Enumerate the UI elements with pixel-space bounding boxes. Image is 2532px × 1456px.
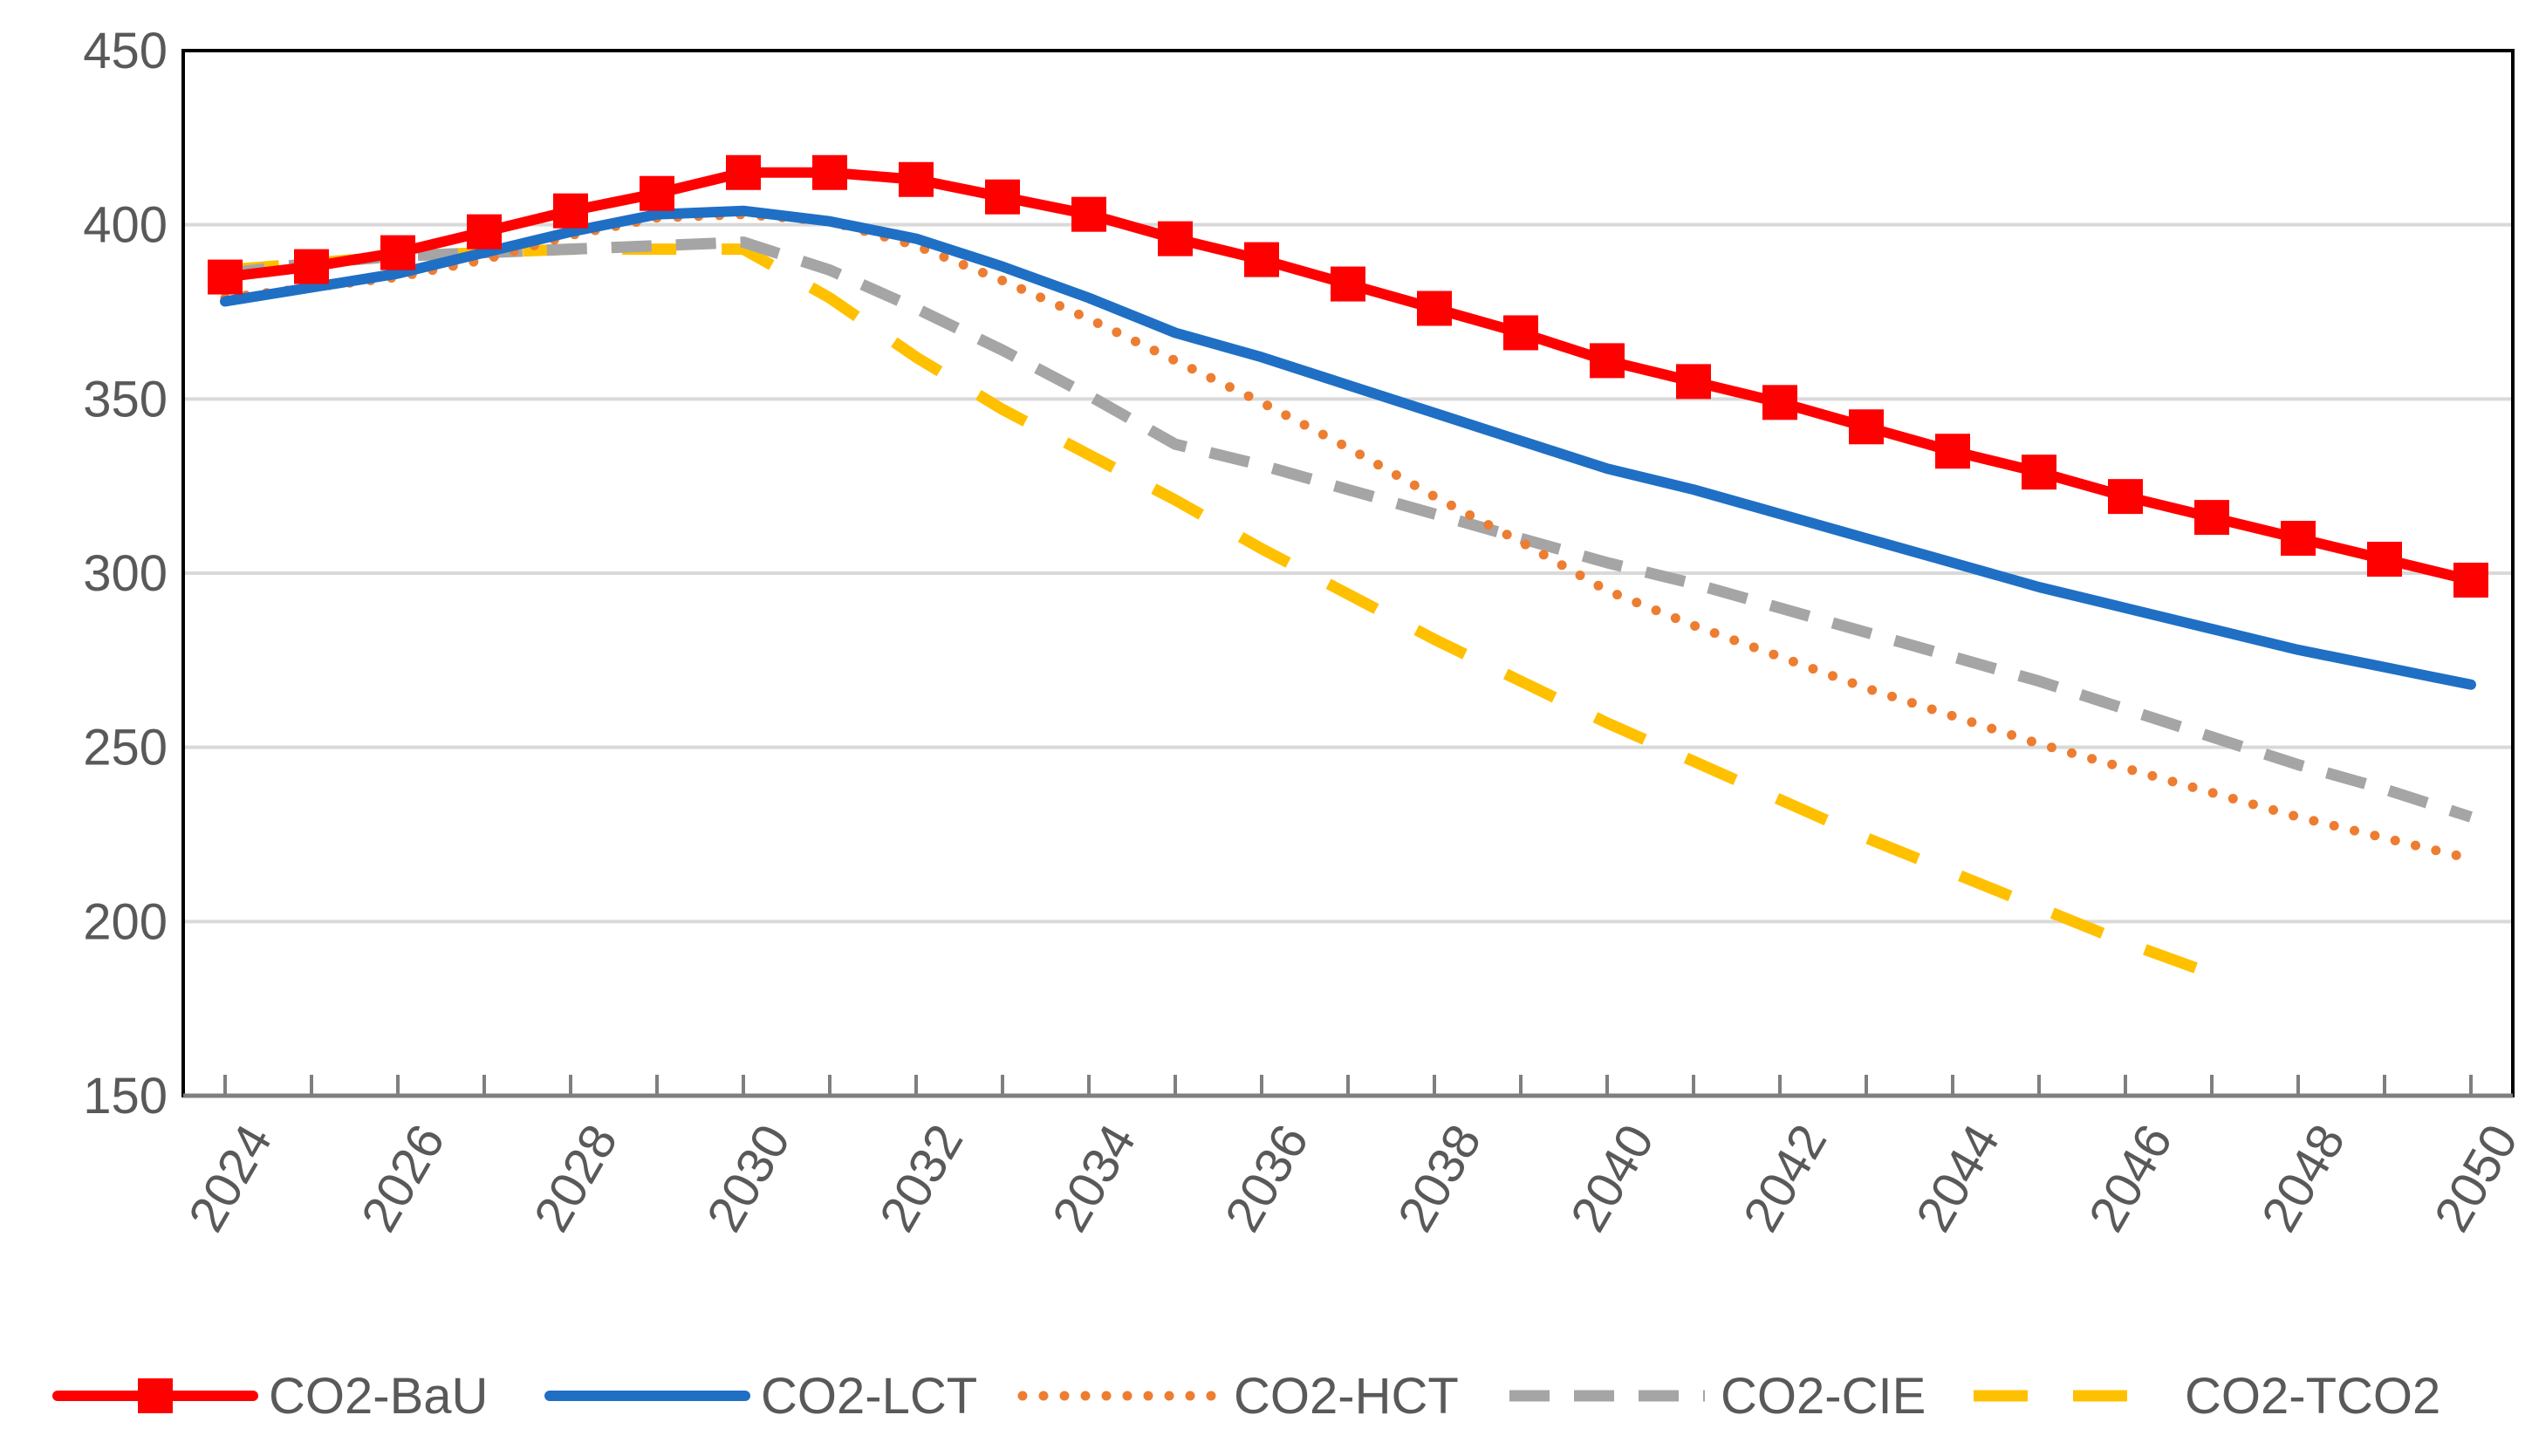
data-point-co2-bau	[1158, 221, 1193, 256]
x-tick-label: 2046	[2078, 1115, 2184, 1241]
legend-label: CO2-BaU	[269, 1368, 488, 1425]
x-tick-label: 2048	[2251, 1115, 2357, 1241]
data-point-co2-bau	[1331, 266, 1365, 302]
data-point-co2-bau	[1503, 315, 1538, 351]
x-tick-label: 2040	[1560, 1115, 1666, 1241]
legend-item-co2-tco2: CO2-TCO2	[1974, 1368, 2440, 1425]
y-tick-label: 300	[83, 545, 168, 602]
data-point-co2-bau	[2194, 500, 2229, 536]
legend-item-co2-bau: CO2-BaU	[52, 1368, 488, 1425]
x-tick-label: 2042	[1733, 1115, 1838, 1241]
legend-item-co2-lct: CO2-LCT	[544, 1368, 977, 1425]
legend-item-co2-cie: CO2-CIE	[1509, 1368, 1926, 1425]
x-tick-label: 2034	[1042, 1115, 1147, 1241]
x-tick-label: 2028	[524, 1115, 629, 1241]
series-line-co2-lct	[220, 205, 2476, 690]
data-point-co2-bau	[294, 249, 329, 284]
data-point-co2-bau	[2108, 479, 2143, 515]
data-point-co2-bau	[2022, 455, 2056, 490]
x-tick-labels: 2024 2026 2028 2030 2032 2034 2036 2038 2040 2042…	[178, 1115, 2529, 1241]
legend-label: CO2-CIE	[1721, 1368, 1926, 1425]
data-point-co2-bau	[2453, 562, 2488, 598]
legend-label: CO2-TCO2	[2185, 1368, 2440, 1425]
legend-item-co2-hct: CO2-HCT	[1017, 1368, 1459, 1425]
data-point-co2-bau	[1849, 409, 1884, 445]
x-tick-label: 2030	[696, 1115, 802, 1241]
data-point-co2-bau	[899, 161, 934, 197]
data-point-co2-bau	[2367, 542, 2402, 578]
x-tick-label: 2050	[2424, 1115, 2529, 1241]
data-point-co2-bau	[467, 214, 502, 250]
x-tick-label: 2038	[1387, 1115, 1493, 1241]
data-point-co2-bau	[1244, 242, 1279, 277]
data-point-co2-bau	[1590, 343, 1625, 379]
series-line-co2-tco2	[224, 243, 2214, 980]
y-tick-label: 200	[83, 893, 168, 950]
data-point-co2-bau	[553, 193, 588, 229]
x-tick-label: 2032	[869, 1115, 975, 1241]
axes	[181, 49, 2515, 1098]
data-point-co2-bau	[1762, 385, 1797, 420]
legend-label: CO2-LCT	[761, 1368, 977, 1425]
legend: CO2-BaU CO2-LCT CO2-HCT CO2-CIE CO2-TCO2	[52, 1368, 2440, 1425]
series-lines	[208, 154, 2488, 980]
y-tick-labels: 150 200 250 300 350 400 450	[83, 23, 168, 1124]
series-markers-co2-bau	[208, 154, 2488, 598]
series-line-co2-hct	[220, 209, 2476, 864]
series-line-co2-cie	[224, 236, 2473, 823]
x-tick-label: 2044	[1906, 1115, 2011, 1241]
y-tick-label: 450	[83, 23, 168, 79]
data-point-co2-bau	[1676, 364, 1711, 400]
x-tick-label: 2036	[1215, 1115, 1320, 1241]
y-tick-label: 150	[83, 1068, 168, 1124]
y-tick-label: 350	[83, 371, 168, 427]
data-point-co2-bau	[726, 154, 761, 190]
data-point-co2-bau	[2281, 521, 2316, 557]
y-tick-label: 250	[83, 720, 168, 776]
x-tick-label: 2024	[178, 1115, 284, 1241]
data-point-co2-bau	[1417, 291, 1452, 326]
data-point-co2-bau	[208, 259, 243, 295]
data-point-co2-bau	[985, 179, 1020, 215]
data-point-co2-bau	[640, 175, 674, 211]
y-tick-label: 400	[83, 197, 168, 254]
data-point-co2-bau	[1935, 434, 1970, 469]
data-point-co2-bau	[812, 154, 847, 190]
legend-label: CO2-HCT	[1234, 1368, 1459, 1425]
data-point-co2-bau	[1071, 196, 1106, 232]
gridlines	[183, 222, 2513, 924]
data-point-co2-bau	[380, 235, 415, 270]
legend-marker	[138, 1378, 173, 1413]
x-tick-label: 2026	[351, 1115, 456, 1241]
